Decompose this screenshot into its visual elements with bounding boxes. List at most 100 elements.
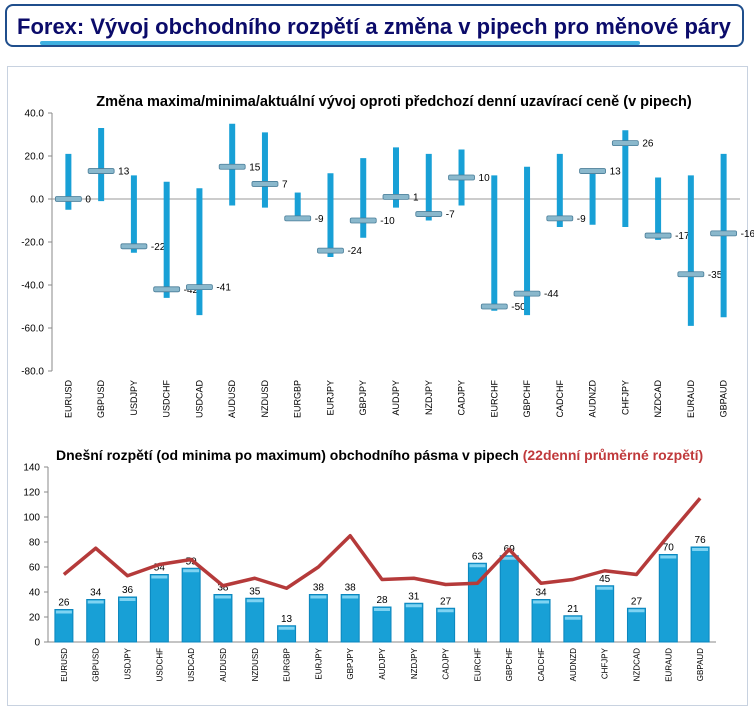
current-marker <box>415 211 443 217</box>
range-x-tick-label: EURGBP <box>293 380 303 418</box>
bar-value-label: 63 <box>472 551 484 562</box>
range-bar-column <box>213 594 233 643</box>
current-marker <box>284 215 312 222</box>
range-y-tick-label: 40.0 <box>25 109 45 120</box>
current-value-label: -7 <box>446 210 455 221</box>
range-bar-column <box>690 546 710 643</box>
bar-value-label: 38 <box>313 583 325 594</box>
bar-value-label: 45 <box>599 574 611 585</box>
bar-x-tick-label: USDCHF <box>155 648 164 681</box>
current-value-label: 0 <box>85 195 91 206</box>
current-value-label: 15 <box>249 162 261 173</box>
current-value-label: 1 <box>413 192 419 203</box>
current-value-label: -50 <box>511 302 526 313</box>
current-value-label: 10 <box>479 173 491 184</box>
bar-x-tick-label: NZDJPY <box>410 647 419 679</box>
bar-x-tick-label: GBPCHF <box>505 648 514 681</box>
bar-value-label: 34 <box>535 588 547 599</box>
bar-value-label: 38 <box>345 583 357 594</box>
range-bar-column <box>277 625 297 643</box>
bar-x-tick-label: NZDUSD <box>251 648 260 682</box>
bar-highlight <box>119 598 136 601</box>
bar-highlight <box>183 569 200 573</box>
avg-range-line <box>62 497 702 590</box>
bar-y-tick-label: 0 <box>34 638 40 649</box>
bar-x-tick-label: AUDUSD <box>219 648 228 682</box>
range-x-tick-label: NZDJPY <box>424 380 434 415</box>
range-x-tick-label: NZDCAD <box>653 380 663 418</box>
range-bar-column <box>308 594 328 643</box>
range-y-tick-label: -20.0 <box>21 238 44 249</box>
current-value-label: -16 <box>741 229 754 240</box>
bar-value-label: 21 <box>567 604 579 615</box>
current-marker <box>87 168 115 174</box>
bar-x-tick-label: GBPAUD <box>696 648 705 681</box>
current-marker <box>54 196 82 202</box>
current-value-label: 13 <box>118 167 130 178</box>
range-x-tick-label: AUDJPY <box>391 380 401 416</box>
bar-value-label: 36 <box>122 585 134 596</box>
bar-y-tick-label: 40 <box>29 588 41 599</box>
range-x-tick-label: NZDUSD <box>260 380 270 418</box>
bar-highlight <box>151 575 168 579</box>
bar-y-tick-label: 20 <box>29 613 41 624</box>
range-bar-column <box>658 554 678 643</box>
bar-value-label: 54 <box>154 563 166 574</box>
range-bar-column <box>245 597 265 643</box>
range-bar-column <box>372 606 392 643</box>
bar-y-tick-label: 120 <box>23 488 40 499</box>
current-marker <box>579 168 606 174</box>
current-value-label: -9 <box>315 214 324 225</box>
bar-x-tick-label: CHFJPY <box>601 647 610 679</box>
bar-highlight <box>469 564 486 568</box>
range-x-tick-label: CADCHF <box>555 379 565 417</box>
range-x-tick-label: GBPAUD <box>719 380 729 418</box>
bar-x-tick-label: EURGBP <box>283 648 292 682</box>
range-bar-column <box>86 599 106 643</box>
bar-highlight <box>246 599 263 603</box>
current-marker <box>186 284 213 291</box>
current-marker <box>513 290 541 297</box>
bar-value-label: 27 <box>440 596 452 607</box>
range-x-tick-label: EURJPY <box>325 380 335 416</box>
current-marker <box>644 232 672 239</box>
range-y-tick-label: 0.0 <box>30 195 44 206</box>
range-x-tick-label: AUDNZD <box>588 380 598 418</box>
bar-x-tick-label: USDCAD <box>187 648 196 682</box>
bar-value-label: 13 <box>281 614 293 625</box>
current-value-label: -17 <box>675 231 690 242</box>
bar-x-tick-label: NZDCAD <box>632 648 641 682</box>
bar-x-tick-label: AUDJPY <box>378 647 387 679</box>
range-bar-column <box>531 599 551 643</box>
current-marker <box>218 163 246 170</box>
range-bar-column <box>595 585 615 643</box>
range-chart-title: Změna maxima/minima/aktuální vývoj oprot… <box>96 94 692 110</box>
range-x-tick-label: GBPCHF <box>522 380 532 418</box>
range-bar-column <box>181 567 201 643</box>
bar-x-tick-label: GBPJPY <box>346 647 355 679</box>
current-marker <box>317 247 344 254</box>
current-value-label: -44 <box>544 289 559 300</box>
bar-x-tick-label: CADCHF <box>537 648 546 681</box>
current-marker <box>153 286 181 293</box>
current-marker <box>349 217 377 224</box>
range-bar-column <box>436 607 456 643</box>
bar-value-label: 31 <box>408 591 420 602</box>
bar-y-tick-label: 140 <box>23 463 40 474</box>
bar-x-tick-label: EURUSD <box>60 648 69 682</box>
bar-highlight <box>501 556 518 560</box>
bar-value-label: 27 <box>631 596 643 607</box>
bar-value-label: 35 <box>249 586 261 597</box>
bar-x-tick-label: CADJPY <box>442 647 451 679</box>
current-value-label: -10 <box>380 216 395 227</box>
current-value-label: 13 <box>610 167 622 178</box>
bar-highlight <box>87 600 104 604</box>
range-bar-column <box>626 607 646 643</box>
current-marker <box>611 140 639 147</box>
current-value-label: -22 <box>151 242 166 253</box>
bar-highlight <box>660 555 677 559</box>
current-value-label: 7 <box>282 179 288 190</box>
range-x-tick-label: CADJPY <box>457 380 467 416</box>
range-x-tick-label: USDCAD <box>194 380 204 419</box>
